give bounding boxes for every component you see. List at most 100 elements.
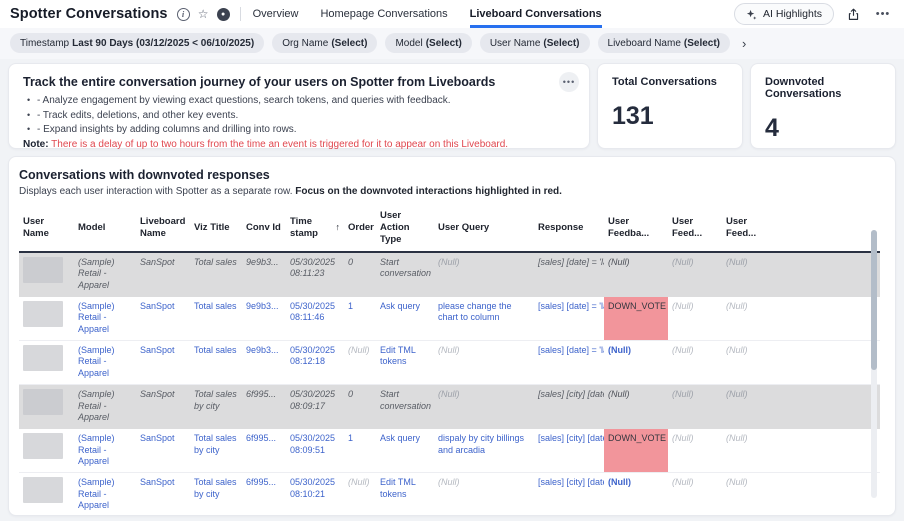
filter-chip-timestamp[interactable]: Timestamp Last 90 Days (03/12/2025 < 06/… bbox=[10, 33, 265, 53]
cell-action-type: Start conversation bbox=[380, 388, 432, 411]
cell-feedback: (Null) bbox=[608, 476, 631, 487]
tab-liveboard-conversations[interactable]: Liveboard Conversations bbox=[469, 0, 602, 28]
filter-label: Model bbox=[395, 37, 423, 49]
cell-liveboard-name: SanSpot bbox=[140, 476, 175, 487]
cell-action-type: Start conversation bbox=[380, 256, 432, 279]
column-header[interactable]: User Feed... bbox=[672, 215, 703, 239]
filter-chip-liveboard-name[interactable]: Liveboard Name (Select) bbox=[597, 33, 731, 53]
filter-chip-model[interactable]: Model (Select) bbox=[385, 33, 472, 53]
ai-highlights-label: AI Highlights bbox=[763, 8, 822, 20]
subtitle-bold: Focus on the downvoted interactions high… bbox=[295, 186, 562, 197]
column-header[interactable]: Order bbox=[348, 221, 374, 233]
kpi-label: Downvoted Conversations bbox=[765, 76, 842, 100]
cell-user-query: dispaly by city billings and arcadia bbox=[438, 432, 525, 455]
note-label: Note: bbox=[23, 138, 49, 150]
cell-model: (Sample) Retail - Apparel bbox=[78, 344, 115, 379]
cell-feedback-3: (Null) bbox=[726, 256, 748, 267]
info-icon[interactable]: i bbox=[176, 7, 190, 21]
kpi-total-conversations: Total Conversations 131 bbox=[597, 63, 743, 149]
user-name-placeholder bbox=[23, 256, 63, 283]
cell-response: [sales] [city] [date... bbox=[538, 476, 604, 487]
user-name-placeholder bbox=[23, 388, 63, 415]
column-header[interactable]: Liveboard Name bbox=[140, 215, 186, 239]
share-button[interactable] bbox=[842, 3, 864, 25]
tab-homepage-conversations[interactable]: Homepage Conversations bbox=[320, 7, 448, 20]
user-name-placeholder bbox=[23, 432, 63, 459]
column-header[interactable]: Time stamp ↑ bbox=[290, 215, 341, 239]
star-icon[interactable]: ☆ bbox=[197, 7, 209, 21]
column-header[interactable]: Model bbox=[78, 221, 106, 233]
sparkle-icon bbox=[746, 9, 757, 20]
cell-model: (Sample) Retail - Apparel bbox=[78, 388, 115, 423]
cell-feedback: DOWN_VOTE bbox=[604, 428, 668, 472]
cell-viz-title: Total sales bbox=[194, 300, 237, 311]
table-row[interactable]: (Sample) Retail - Apparel SanSpot Total sa… bbox=[19, 428, 880, 473]
table-subtitle: Displays each user interaction with Spot… bbox=[19, 186, 885, 197]
cell-user bbox=[19, 253, 74, 296]
info-card-menu-button[interactable]: ••• bbox=[559, 72, 579, 92]
column-header[interactable]: Response bbox=[538, 221, 584, 233]
cell-feedback: (Null) bbox=[608, 388, 630, 399]
table-row[interactable]: (Sample) Retail - Apparel SanSpot Total sa… bbox=[19, 252, 880, 297]
cell-order: 0 bbox=[348, 388, 354, 399]
filter-chip-user-name[interactable]: User Name (Select) bbox=[479, 33, 590, 53]
top-bar: Spotter Conversations i ☆ ● Overview Hom… bbox=[0, 0, 904, 28]
info-bullet: - Expand insights by adding columns and … bbox=[23, 123, 575, 138]
info-bullet: - Track edits, deletions, and other key … bbox=[23, 109, 575, 124]
cell-conv-id: 6f995... bbox=[246, 476, 277, 487]
column-header[interactable]: User Query bbox=[438, 221, 490, 233]
cell-model: (Sample) Retail - Apparel bbox=[78, 300, 115, 335]
column-header[interactable]: User Feed... bbox=[726, 215, 757, 239]
more-menu-button[interactable]: ••• bbox=[872, 3, 894, 25]
cell-order: (Null) bbox=[348, 344, 370, 355]
filter-bar: Timestamp Last 90 Days (03/12/2025 < 06/… bbox=[0, 28, 904, 59]
filter-label: Liveboard Name bbox=[607, 37, 681, 49]
cell-user bbox=[19, 385, 74, 428]
ellipsis-icon: ••• bbox=[875, 8, 891, 20]
column-header[interactable]: Viz Title bbox=[194, 221, 230, 233]
verified-badge-icon[interactable]: ● bbox=[216, 7, 230, 21]
column-header[interactable]: User Name bbox=[23, 215, 49, 239]
subtitle-normal: Displays each user interaction with Spot… bbox=[19, 186, 296, 197]
cell-user-query: (Null) bbox=[438, 344, 460, 355]
cell-viz-title: Total sales by city bbox=[194, 388, 237, 411]
column-header[interactable]: User Feedba... bbox=[608, 215, 650, 239]
chevron-right-icon[interactable]: › bbox=[742, 35, 747, 51]
table-row[interactable]: (Sample) Retail - Apparel SanSpot Total sa… bbox=[19, 472, 880, 515]
filter-chip-org-name[interactable]: Org Name (Select) bbox=[272, 33, 378, 53]
cell-feedback-3: (Null) bbox=[726, 300, 748, 311]
table-title: Conversations with downvoted responses bbox=[19, 168, 270, 182]
cell-user-query: please change the chart to column bbox=[438, 300, 512, 323]
cell-feedback-3: (Null) bbox=[726, 476, 748, 487]
cell-feedback-3: (Null) bbox=[726, 388, 748, 399]
cell-action-type: Ask query bbox=[380, 300, 421, 311]
table-row[interactable]: (Sample) Retail - Apparel SanSpot Total sa… bbox=[19, 340, 880, 385]
column-header[interactable]: User Action Type bbox=[380, 210, 410, 245]
info-card-title: Track the entire conversation journey of… bbox=[23, 75, 496, 89]
main-content: Track the entire conversation journey of… bbox=[0, 59, 904, 516]
table-row[interactable]: (Sample) Retail - Apparel SanSpot Total sa… bbox=[19, 296, 880, 341]
filter-label: Org Name bbox=[282, 37, 329, 49]
cell-user bbox=[19, 473, 74, 515]
column-header[interactable]: Conv Id bbox=[246, 221, 281, 233]
table-row[interactable]: (Sample) Retail - Apparel SanSpot Total sa… bbox=[19, 384, 880, 429]
cell-timestamp: 05/30/2025 08:12:18 bbox=[290, 344, 336, 367]
filter-value: (Select) bbox=[543, 37, 580, 49]
sort-ascending-icon[interactable]: ↑ bbox=[335, 222, 341, 233]
conversations-table: User Name Model Liveboard Name Viz Title Con… bbox=[19, 205, 880, 515]
vertical-scrollbar-track[interactable] bbox=[871, 230, 877, 498]
cell-conv-id: 9e9b3... bbox=[246, 256, 279, 267]
vertical-scrollbar-thumb[interactable] bbox=[871, 230, 877, 370]
cell-viz-title: Total sales by city bbox=[194, 432, 237, 455]
cell-timestamp: 05/30/2025 08:11:23 bbox=[290, 256, 336, 279]
table-header-row: User Name Model Liveboard Name Viz Title Con… bbox=[19, 205, 880, 253]
cell-timestamp: 05/30/2025 08:09:51 bbox=[290, 432, 336, 455]
cell-feedback: DOWN_VOTE bbox=[604, 296, 668, 340]
cell-liveboard-name: SanSpot bbox=[140, 344, 175, 355]
cell-response: [sales] [city] [date... bbox=[538, 388, 604, 399]
kpi-downvoted-conversations: Downvoted Conversations 4 bbox=[750, 63, 896, 149]
ellipsis-icon: ••• bbox=[562, 77, 576, 87]
ai-highlights-button[interactable]: AI Highlights bbox=[734, 3, 834, 25]
tab-overview[interactable]: Overview bbox=[252, 7, 299, 20]
cell-conv-id: 6f995... bbox=[246, 432, 277, 443]
